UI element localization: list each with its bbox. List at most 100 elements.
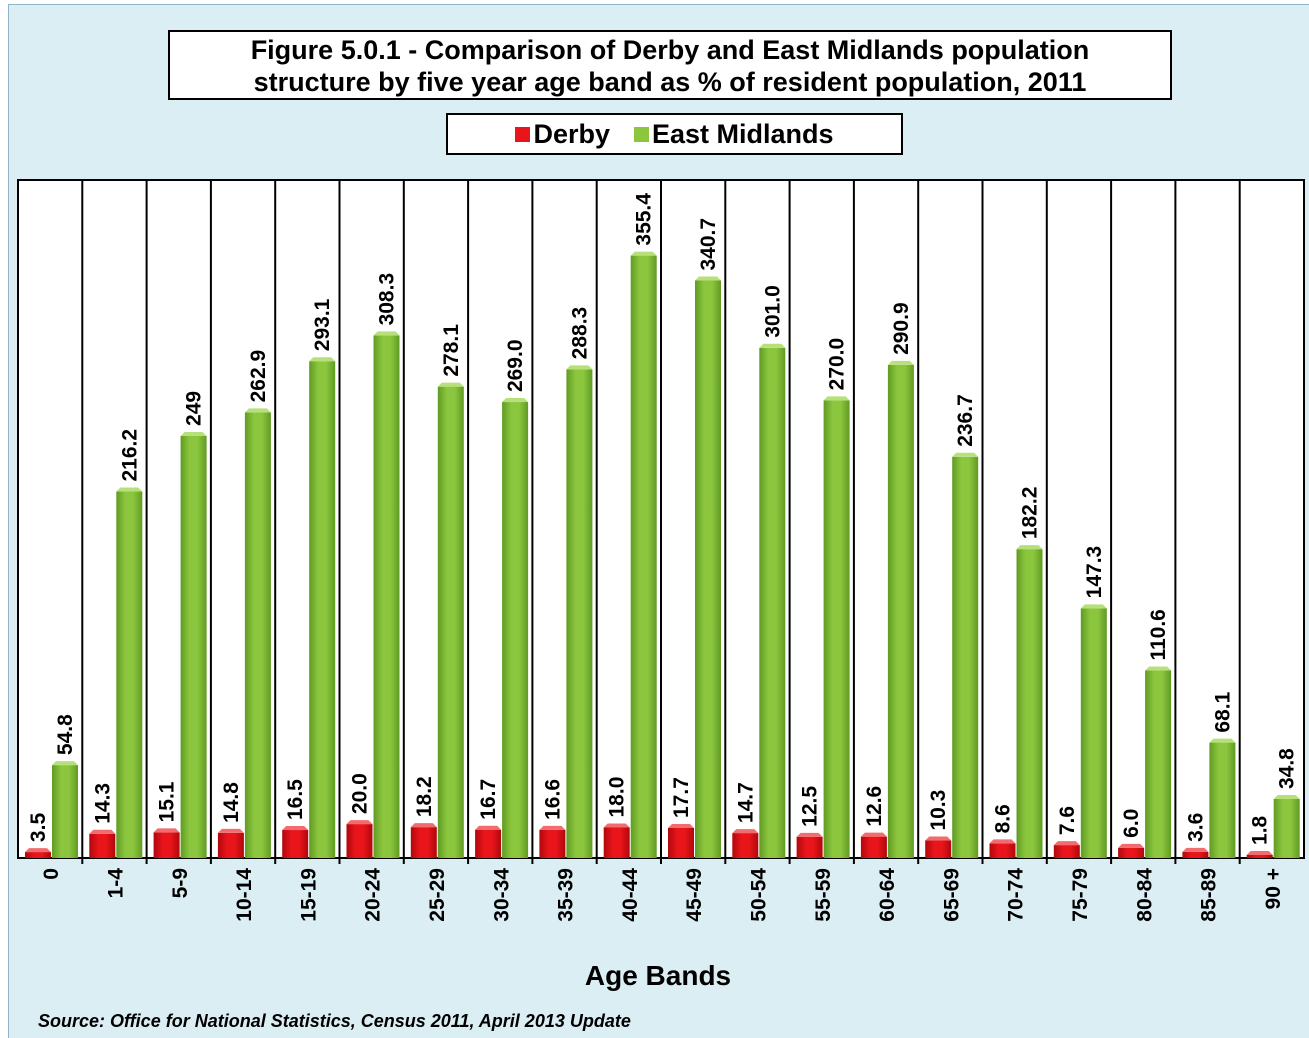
data-label-east-midlands: 355.4 <box>633 193 656 246</box>
legend-label-derby: Derby <box>533 118 610 149</box>
bar-derby <box>282 830 309 858</box>
bar-east-midlands <box>116 491 143 858</box>
bar-derby <box>25 852 51 858</box>
data-label-derby: 3.6 <box>1184 813 1207 842</box>
bar-cap-east-midlands <box>1209 738 1236 743</box>
bar-cap-east-midlands <box>502 398 529 403</box>
bar-cap-east-midlands <box>695 276 721 281</box>
legend-label-east-midlands: East Midlands <box>651 118 834 149</box>
data-label-derby: 10.3 <box>927 790 950 831</box>
bar-cap-derby <box>217 828 244 833</box>
legend-swatch-east-midlands <box>633 126 649 142</box>
chart-title-line-2: structure by five year age band as % of … <box>253 67 1087 97</box>
bar-east-midlands <box>566 369 593 858</box>
bar-cap-derby <box>539 825 566 830</box>
x-tick-label: 50-54 <box>747 868 770 922</box>
bar-east-midlands <box>52 765 78 858</box>
x-tick-label: 75-79 <box>1069 868 1092 922</box>
chart-title: Figure 5.0.1 - Comparison of Derby and E… <box>168 30 1172 100</box>
x-tick-label: 40-44 <box>619 868 642 922</box>
x-tick-label: 90 + <box>1262 868 1285 909</box>
data-label-east-midlands: 308.3 <box>376 273 399 326</box>
bar-derby <box>603 827 630 858</box>
bar-east-midlands <box>1209 742 1236 858</box>
bar-cap-east-midlands <box>1273 795 1300 800</box>
bar-cap-derby <box>475 825 502 830</box>
bar-cap-derby <box>796 832 823 837</box>
bar-east-midlands <box>309 361 336 858</box>
chart-title-line-1: Figure 5.0.1 - Comparison of Derby and E… <box>250 35 1090 65</box>
bar-east-midlands <box>823 400 850 858</box>
data-label-derby: 7.6 <box>1056 806 1079 835</box>
data-label-east-midlands: 249 <box>183 391 206 426</box>
x-tick-label: 45-49 <box>683 868 706 922</box>
bar-cap-derby <box>410 823 437 828</box>
x-tick-label: 85-89 <box>1198 868 1221 922</box>
legend-swatch-derby <box>515 126 531 142</box>
x-tick-label: 15-19 <box>297 868 320 922</box>
data-label-east-midlands: 216.2 <box>118 429 141 482</box>
data-label-derby: 15.1 <box>156 781 179 822</box>
x-tick-label: 20-24 <box>362 868 385 922</box>
bar-cap-east-midlands <box>952 452 979 457</box>
data-label-east-midlands: 110.6 <box>1147 609 1170 660</box>
bar-cap-derby <box>25 848 51 853</box>
bar-derby <box>89 833 116 858</box>
x-tick-label: 5-9 <box>169 868 192 898</box>
x-axis-title: Age Bands <box>585 960 731 991</box>
bar-cap-east-midlands <box>1145 666 1172 671</box>
bar-cap-east-midlands <box>823 396 850 401</box>
bar-cap-derby <box>925 836 952 841</box>
bar-cap-derby <box>732 829 759 834</box>
bar-east-midlands <box>244 412 271 858</box>
bar-east-midlands <box>373 335 400 858</box>
bar-cap-east-midlands <box>373 331 400 336</box>
data-label-derby: 1.8 <box>1249 815 1272 845</box>
bar-cap-east-midlands <box>244 408 271 413</box>
bar-cap-east-midlands <box>1080 604 1107 609</box>
data-label-derby: 16.7 <box>477 779 500 820</box>
bar-cap-derby <box>860 832 887 837</box>
x-tick-label: 25-29 <box>426 868 449 922</box>
bar-derby <box>1246 854 1273 858</box>
bar-derby <box>1053 845 1080 858</box>
bar-derby <box>732 833 759 858</box>
bar-cap-east-midlands <box>309 357 336 362</box>
legend-item-east-midlands: East Midlands <box>633 118 834 150</box>
bar-derby <box>796 836 823 858</box>
bar-cap-derby <box>1118 843 1145 848</box>
bar-cap-derby <box>282 826 309 831</box>
data-label-derby: 6.0 <box>1120 809 1143 838</box>
data-label-derby: 17.7 <box>670 777 693 818</box>
bar-derby <box>925 840 952 858</box>
x-tick-label: 30-34 <box>490 868 513 922</box>
bar-cap-derby <box>346 820 373 825</box>
bar-cap-derby <box>603 823 630 828</box>
bar-cap-east-midlands <box>887 360 914 365</box>
x-tick-label: 60-64 <box>876 868 899 922</box>
data-label-east-midlands: 270.0 <box>826 338 849 391</box>
bar-derby <box>153 832 180 858</box>
bar-east-midlands <box>630 255 657 859</box>
bar-east-midlands <box>1016 549 1043 858</box>
bar-derby <box>1182 851 1209 858</box>
bar-east-midlands <box>887 364 914 858</box>
data-label-derby: 14.8 <box>220 782 243 823</box>
x-tick-label: 0 <box>40 868 63 880</box>
x-tick-label: 10-14 <box>233 868 256 922</box>
bar-cap-derby <box>153 828 180 833</box>
data-label-east-midlands: 340.7 <box>697 218 720 271</box>
x-tick-label: 80-84 <box>1133 868 1156 922</box>
bar-derby <box>539 829 566 858</box>
data-label-derby: 14.3 <box>91 783 114 824</box>
data-label-derby: 16.5 <box>284 779 307 820</box>
x-tick-label: 70-74 <box>1005 868 1028 922</box>
data-label-east-midlands: 278.1 <box>440 324 463 377</box>
bar-east-midlands <box>695 280 721 858</box>
data-label-east-midlands: 236.7 <box>954 394 977 447</box>
bar-east-midlands <box>759 347 786 858</box>
data-label-east-midlands: 147.3 <box>1083 546 1106 599</box>
legend-item-derby: Derby <box>515 119 610 150</box>
x-tick-label: 55-59 <box>812 868 835 922</box>
